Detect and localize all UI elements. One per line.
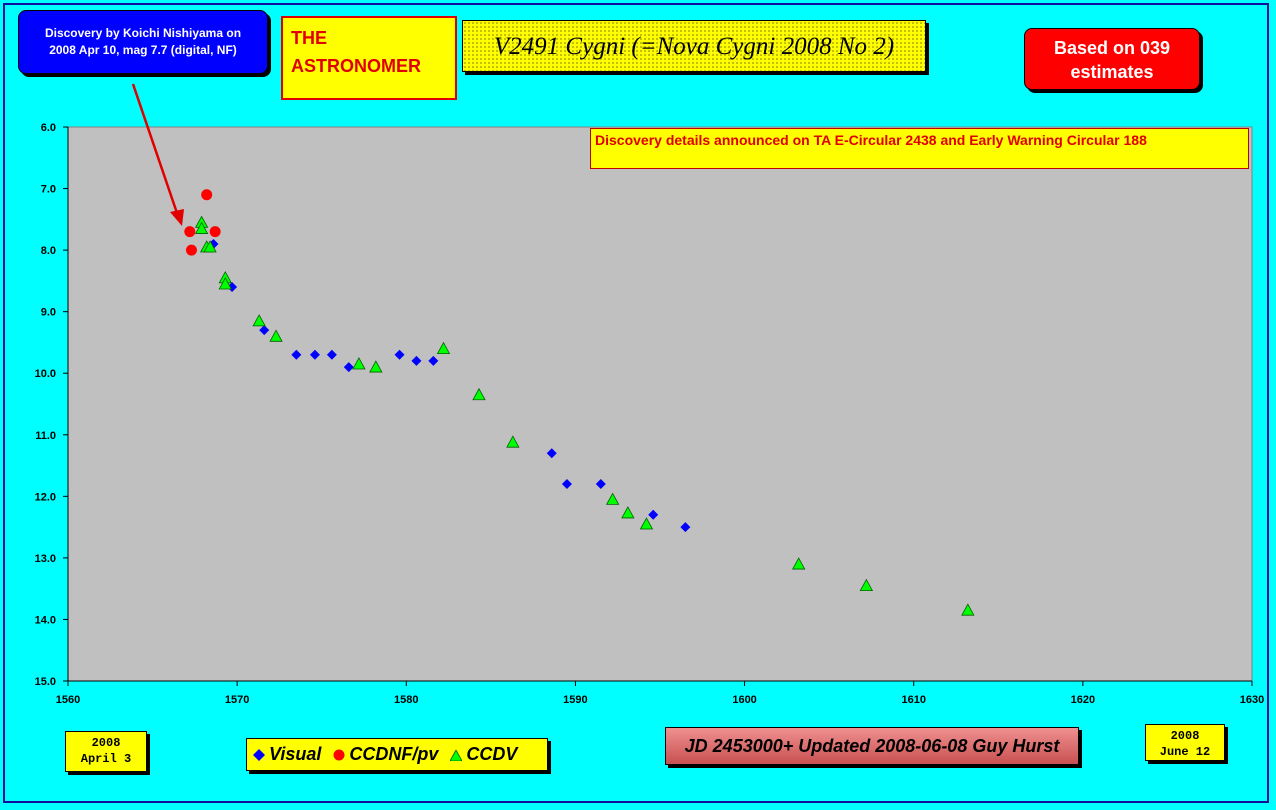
ccdv-point <box>194 221 209 234</box>
legend-item-visual: Visual <box>253 744 326 764</box>
series-0 <box>208 238 691 533</box>
legend: Visual CCDNF/pv CCDV <box>246 738 548 771</box>
visual-point <box>411 355 422 366</box>
start-date-label: 2008 April 3 <box>65 731 147 772</box>
triangle-icon <box>450 749 463 761</box>
visual-point <box>309 349 320 360</box>
discovery-arrow <box>131 83 184 226</box>
y-tick-label: 14.0 <box>35 614 56 626</box>
x-tick-label: 1580 <box>394 694 418 706</box>
visual-point <box>561 479 572 490</box>
publisher-line1: THE <box>291 28 327 48</box>
y-tick-label: 15.0 <box>35 676 56 688</box>
visual-point <box>343 362 354 373</box>
chart-frame <box>3 3 1269 803</box>
y-tick-label: 7.0 <box>41 184 56 196</box>
ccdv-point <box>252 314 266 327</box>
ccdv-point <box>472 387 486 401</box>
y-tick-label: 10.0 <box>35 368 56 380</box>
arrow-head-icon <box>170 209 184 226</box>
y-tick-label: 6.0 <box>41 122 56 134</box>
publisher-logo: THE ASTRONOMER <box>281 16 457 100</box>
data-marks <box>184 189 975 616</box>
x-tick-label: 1630 <box>1240 694 1264 706</box>
x-tick-label: 1570 <box>225 694 249 706</box>
chart-title: V2491 Cygni (=Nova Cygni 2008 No 2) <box>462 20 926 72</box>
end-date-day: June 12 <box>1159 745 1211 759</box>
visual-point <box>546 448 557 459</box>
end-date-year: 2008 <box>1170 729 1200 743</box>
ccdv-point <box>961 603 975 616</box>
ccdnf-point <box>209 226 221 238</box>
y-tick-label: 13.0 <box>35 553 56 565</box>
visual-point <box>326 349 337 360</box>
publisher-line2: ASTRONOMER <box>291 56 421 76</box>
plot-area <box>67 126 1253 682</box>
estimates-line1: Based on 039 <box>1053 38 1171 58</box>
series-2 <box>194 215 975 616</box>
ccdv-point <box>436 341 451 355</box>
ccdnf-point <box>185 244 197 256</box>
x-tick-label: 1620 <box>1071 694 1095 706</box>
diamond-icon <box>253 749 265 762</box>
visual-point <box>291 349 302 360</box>
arrow-shaft <box>131 83 180 217</box>
estimates-line2: estimates <box>1070 62 1154 82</box>
start-date-day: April 3 <box>80 752 132 766</box>
legend-label-visual: Visual <box>269 744 322 764</box>
y-tick-label: 12.0 <box>35 491 56 503</box>
ccdv-point <box>859 578 874 591</box>
x-tick-label: 1590 <box>563 694 587 706</box>
circle-icon <box>333 749 345 761</box>
ccdv-point <box>352 357 366 370</box>
x-tick-label: 1610 <box>901 694 925 706</box>
ccdv-point <box>792 557 806 570</box>
legend-label-ccdnf: CCDNF/pv <box>349 744 439 764</box>
ccdnf-point <box>184 226 196 238</box>
y-tick-label: 9.0 <box>41 307 56 319</box>
visual-point <box>259 325 270 336</box>
y-tick-label: 11.0 <box>35 430 56 442</box>
visual-point <box>648 509 659 520</box>
ccdv-point <box>269 329 283 342</box>
ccdv-point <box>621 506 635 519</box>
discovery-note-line2: 2008 Apr 10, mag 7.7 (digital, NF) <box>49 43 237 57</box>
ccdv-point <box>639 517 654 530</box>
update-footer: JD 2453000+ Updated 2008-06-08 Guy Hurst <box>665 727 1079 765</box>
ccdv-point <box>218 277 232 290</box>
axes: 1560 1570 1580 1590 1600 1610 1620 1630 6.0 7.0 8.… <box>35 122 1265 706</box>
ccdv-point <box>506 435 520 448</box>
visual-point <box>227 282 238 293</box>
discovery-note: Discovery by Koichi Nishiyama on 2008 Ap… <box>18 10 268 74</box>
visual-point <box>680 522 691 533</box>
legend-item-ccdv: CCDV <box>450 744 517 764</box>
y-tick-label: 8.0 <box>41 245 56 257</box>
discovery-note-line1: Discovery by Koichi Nishiyama on <box>44 26 242 40</box>
legend-item-ccdnf: CCDNF/pv <box>333 744 443 764</box>
chart-annotation: Discovery details announced on TA E-Circ… <box>590 128 1249 169</box>
estimates-badge: Based on 039 estimates <box>1024 28 1200 90</box>
x-tick-label: 1560 <box>56 694 80 706</box>
end-date-label: 2008 June 12 <box>1145 724 1225 761</box>
visual-point <box>595 479 606 490</box>
x-tick-label: 1600 <box>732 694 756 706</box>
start-date-year: 2008 <box>91 736 121 750</box>
ccdv-point <box>605 492 620 505</box>
ccdv-point <box>203 240 217 253</box>
legend-label-ccdv: CCDV <box>466 744 518 764</box>
series-1 <box>184 189 221 256</box>
visual-point <box>428 355 439 366</box>
visual-point <box>394 349 405 360</box>
ccdv-point <box>369 360 383 373</box>
ccdnf-point <box>201 189 213 201</box>
